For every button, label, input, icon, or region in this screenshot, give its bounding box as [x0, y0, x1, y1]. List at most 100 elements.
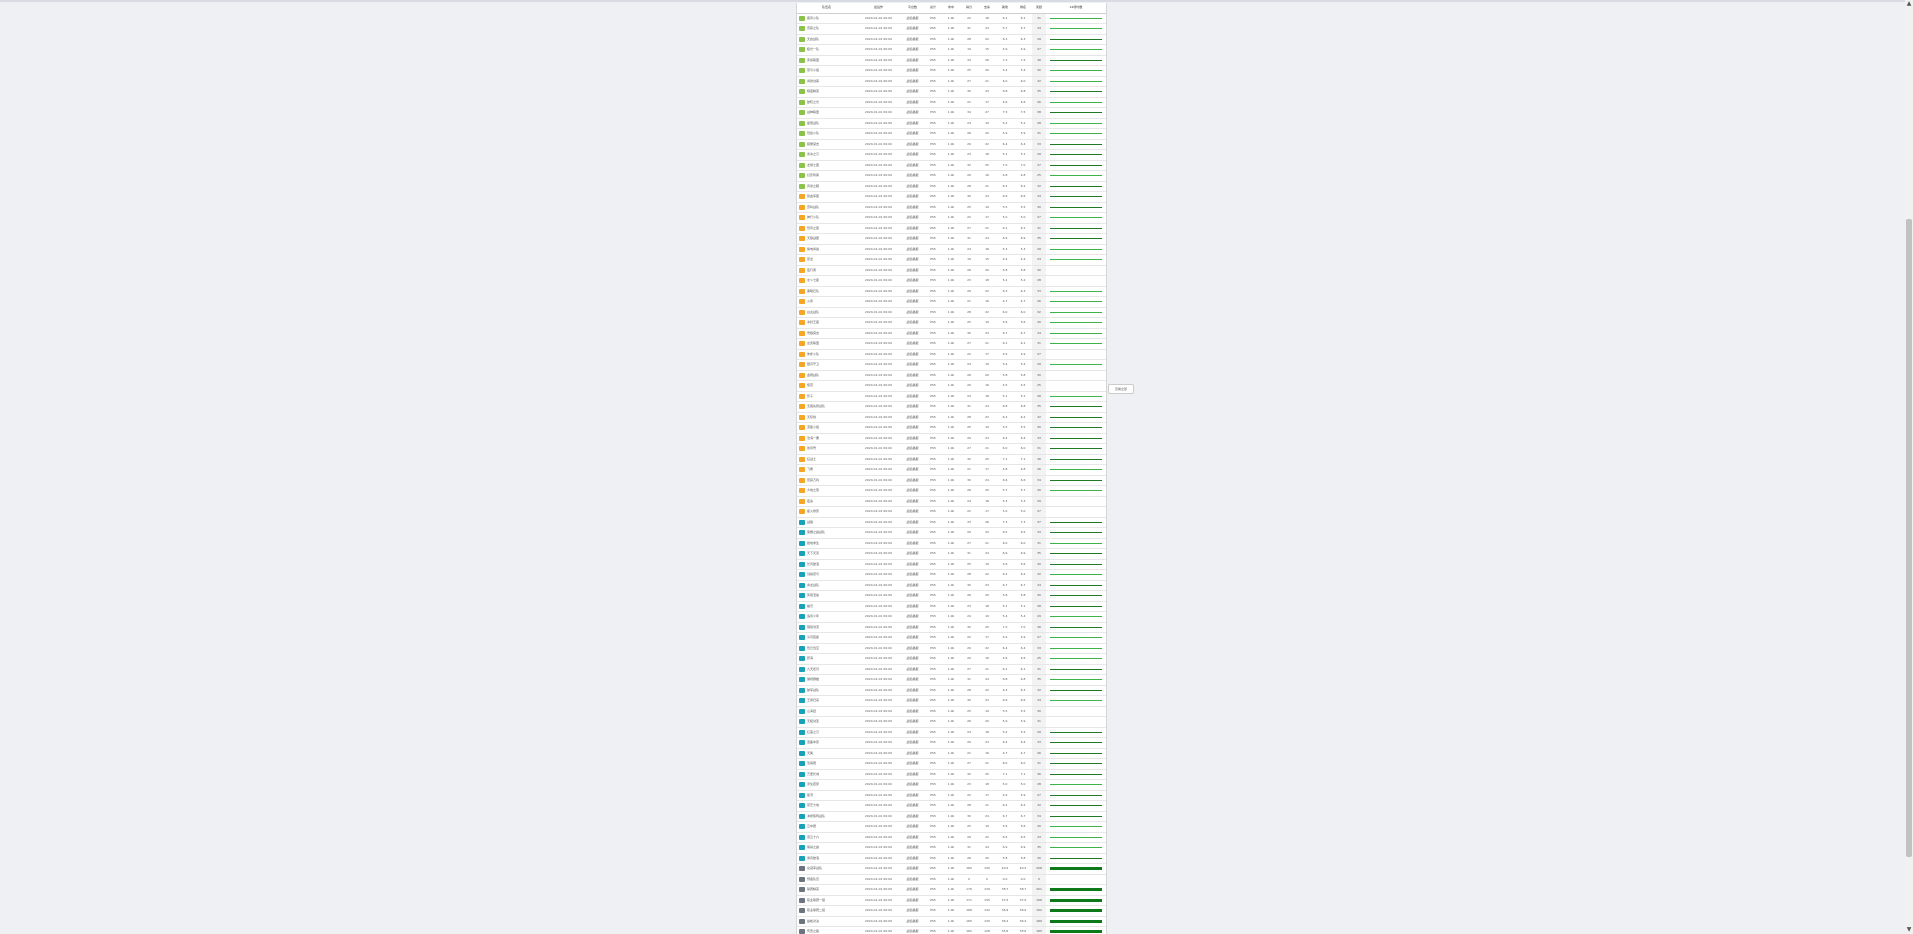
table-row[interactable]: 暴风雪 2024-01-01 00:00 战绩播报 PS5 1.0k 27 21 6.0 6.0… — [797, 443, 1106, 455]
team-name[interactable]: 燕云十六 — [807, 834, 820, 839]
team-cell[interactable]: 天策 — [797, 748, 856, 759]
table-row[interactable]: 天下无双 2024-01-01 00:00 战绩播报 PS5 1.0k 31 24 6.9 6.… — [797, 548, 1106, 560]
table-row[interactable]: 飞鹰 2024-01-01 00:00 战绩播报 PS5 1.0k 21 17 4.8 4.8 2… — [797, 464, 1106, 476]
team-name[interactable]: 碧海 — [807, 656, 814, 660]
team-cell[interactable]: 星辰战队 — [797, 118, 856, 129]
table-row[interactable]: 风暴之眼 2024-01-01 00:00 战绩播报 PS5 1.0k 28 21 6.2 6.… — [797, 181, 1106, 192]
team-name[interactable]: 朱雀小队 — [807, 351, 820, 356]
team-name[interactable]: 破军战队 — [807, 687, 820, 692]
team-cell[interactable]: 联赛精英 — [797, 884, 856, 896]
team-cell[interactable]: 红莲之刃 — [797, 727, 856, 738]
team-cell[interactable]: 雷霆之队 — [797, 23, 856, 35]
table-row[interactable]: 紫电青霜 2024-01-01 00:00 战绩播报 PS5 1.0k 24 18 5.3 5.… — [797, 244, 1106, 255]
team-cell[interactable]: 职业联赛二组 — [797, 905, 856, 917]
team-cell[interactable]: 冰封王座 — [797, 317, 856, 329]
team-name[interactable]: 天际线 — [807, 414, 817, 419]
team-cell[interactable]: 万里长城 — [797, 769, 856, 780]
table-row[interactable]: 惊雷 2024-01-01 00:00 战绩播报 PS5 1.0k 20 16 4.5 4.5 2… — [797, 380, 1106, 392]
table-row[interactable]: 星河 2024-01-01 00:00 战绩播报 PS5 1.0k 22 17 4.9 4.9 2… — [797, 790, 1106, 801]
team-cell[interactable]: 烈焰小队 — [797, 128, 856, 140]
team-cell[interactable]: 传奇之路 — [797, 926, 856, 934]
table-row[interactable]: 总冠军战队 2024-01-01 00:00 战绩播报 PS5 1.0k 182 145 40… — [797, 863, 1106, 875]
table-row[interactable]: 狂战士 2024-01-01 00:00 战绩播报 PS5 1.0k 32 25 7.1 7.1… — [797, 454, 1106, 465]
team-cell[interactable]: 火凤 — [797, 296, 856, 308]
table-row[interactable]: 天启战队 2024-01-01 00:00 战绩播报 PS5 1.0k 28 22 6.3 6.… — [797, 34, 1106, 45]
page-scrollbar[interactable]: ▲ ▼ — [1905, 0, 1913, 934]
team-cell[interactable]: 无畏先锋战队 — [797, 401, 856, 413]
team-cell[interactable]: 星火燎原 — [797, 506, 856, 518]
team-cell[interactable]: 猎鹰突击 — [797, 139, 856, 150]
table-row[interactable]: 疾风小队 2024-01-01 00:00 战绩播报 PS5 1.0k 22 18 6.1 6.… — [797, 13, 1106, 24]
team-cell[interactable]: 夜行者 — [797, 265, 856, 276]
team-name[interactable]: 影子 — [807, 393, 814, 398]
team-name[interactable]: 天狼战团 — [807, 236, 820, 240]
team-name[interactable]: 剑指苍穹 — [807, 572, 820, 576]
scroll-up-icon[interactable]: ▲ — [1906, 0, 1912, 7]
team-name[interactable]: 追风少年 — [807, 614, 820, 618]
table-row[interactable]: 幽灵 2024-01-01 00:00 战绩播报 PS5 1.0k 23 18 5.1 5.1 2… — [797, 601, 1106, 612]
team-name[interactable]: 钢铁洪流 — [807, 624, 820, 629]
team-cell[interactable]: 逐鹿中原 — [797, 737, 856, 749]
team-name[interactable]: 职业联赛一组 — [807, 897, 826, 902]
team-cell[interactable]: 飞鹰 — [797, 464, 856, 476]
team-cell[interactable]: 朱雀小队 — [797, 349, 856, 360]
team-cell[interactable]: 银月守卫 — [797, 359, 856, 371]
table-row[interactable]: 云中君 2024-01-01 00:00 战绩播报 PS5 1.0k 25 19 5.6 5.6… — [797, 821, 1106, 833]
table-row[interactable]: 碧海 2024-01-01 00:00 战绩播报 PS5 1.0k 20 16 4.6 4.6 2… — [797, 653, 1106, 665]
team-name[interactable]: 苍茫大地 — [807, 803, 820, 807]
table-row[interactable]: 雷霆万钧 2024-01-01 00:00 战绩播报 PS5 1.0k 30 24 6.6 6.… — [797, 475, 1106, 486]
table-row[interactable]: 沧澜阁 2024-01-01 00:00 战绩播报 PS5 1.0k 27 21 6.0 6.0… — [797, 758, 1106, 770]
column-header[interactable]: 队伍名 — [797, 3, 856, 14]
team-name[interactable]: 傲视群雄 — [807, 677, 820, 681]
team-cell[interactable]: 无极剑圣 — [797, 716, 856, 728]
team-name[interactable]: 白虎战队 — [807, 309, 820, 314]
column-header[interactable]: 排名 — [1014, 3, 1032, 14]
team-cell[interactable]: 大地之怒 — [797, 485, 856, 497]
team-cell[interactable]: 雷鸣战队 — [797, 202, 856, 213]
table-row[interactable]: 战神联盟 2024-01-01 00:00 战绩播报 PS5 1.0k 34 27 7.5 7.… — [797, 107, 1106, 119]
team-name[interactable]: 沧海一粟 — [807, 435, 820, 440]
team-name[interactable]: 惊雷 — [807, 383, 814, 387]
team-name[interactable]: 北斗七星 — [807, 278, 820, 282]
table-row[interactable]: 破晓之光 2024-01-01 00:00 战绩播报 PS5 1.0k 21 17 4.6 4.… — [797, 97, 1106, 108]
team-name[interactable]: 玄武联盟 — [807, 341, 820, 345]
team-cell[interactable]: 长风破浪 — [797, 559, 856, 570]
team-cell[interactable]: 云中君 — [797, 821, 856, 833]
team-name[interactable]: 夜行者 — [807, 267, 817, 272]
table-row[interactable]: 钢铁洪流 2024-01-01 00:00 战绩播报 PS5 1.0k 32 25 7.0 7.… — [797, 622, 1106, 633]
team-cell[interactable]: 碧海 — [797, 653, 856, 665]
table-row[interactable]: 寒冰之刃 2024-01-01 00:00 战绩播报 PS5 1.0k 23 18 5.1 5.… — [797, 149, 1106, 161]
team-name[interactable]: 凤凰涅槃 — [807, 593, 820, 597]
table-row[interactable]: 苍穹小组 2024-01-01 00:00 战绩播报 PS5 1.0k 25 20 5.4 5.… — [797, 65, 1106, 77]
team-name[interactable]: 冰封王座 — [807, 320, 820, 324]
team-cell[interactable]: 暗夜精英 — [797, 86, 856, 98]
table-row[interactable]: 红莲之刃 2024-01-01 00:00 战绩播报 PS5 1.0k 24 18 5.2 5.… — [797, 727, 1106, 738]
table-row[interactable]: 浮生若梦 2024-01-01 00:00 战绩播报 PS5 1.0k 23 18 5.0 5.… — [797, 779, 1106, 791]
table-row[interactable]: 无畏先锋战队 2024-01-01 00:00 战绩播报 PS5 1.0k 31 24 6.8… — [797, 401, 1106, 413]
team-cell[interactable]: 黑曜石队 — [797, 286, 856, 297]
team-cell[interactable]: 金刚战队 — [797, 370, 856, 381]
table-row[interactable]: 雷鸣战队 2024-01-01 00:00 战绩播报 PS5 1.0k 25 19 5.5 5.… — [797, 202, 1106, 213]
column-header[interactable]: 奖励 — [1032, 3, 1046, 14]
team-name[interactable]: 流星小组 — [807, 425, 820, 429]
team-name[interactable]: 星火燎原 — [807, 509, 820, 513]
team-name[interactable]: 紫禁之巅 — [807, 845, 820, 849]
table-row[interactable]: 影子 2024-01-01 00:00 战绩播报 PS5 1.0k 23 18 5.1 5.1 2… — [797, 391, 1106, 402]
team-cell[interactable]: 破军战队 — [797, 685, 856, 696]
team-name[interactable]: 幽灵 — [807, 603, 814, 608]
team-cell[interactable]: 星河 — [797, 790, 856, 801]
table-row[interactable]: 苍龙 2024-01-01 00:00 战绩播报 PS5 1.0k 19 15 4.4 4.4 2… — [797, 254, 1106, 266]
team-cell[interactable]: 绝地求生 — [797, 538, 856, 549]
team-cell[interactable]: 北斗七星 — [797, 275, 856, 287]
table-row[interactable]: 冷月孤星 2024-01-01 00:00 战绩播报 PS5 1.0k 22 17 4.9 4.… — [797, 632, 1106, 644]
team-name[interactable]: 破晓之光 — [807, 99, 820, 104]
team-name[interactable]: 苍穹小组 — [807, 68, 820, 72]
team-name[interactable]: 山海经 — [807, 708, 817, 713]
team-name[interactable]: 猎鹰突击 — [807, 141, 820, 146]
team-name[interactable]: 联赛精英 — [807, 887, 820, 891]
team-name[interactable]: 青锋剑客 — [807, 78, 820, 83]
table-row[interactable]: 职业联赛一组 2024-01-01 00:00 战绩播报 PS5 1.0k 171 135 3… — [797, 895, 1106, 906]
team-cell[interactable]: 战狼 — [797, 517, 856, 528]
team-name[interactable]: 天启战队 — [807, 36, 820, 41]
team-cell[interactable]: 沧澜阁 — [797, 758, 856, 770]
